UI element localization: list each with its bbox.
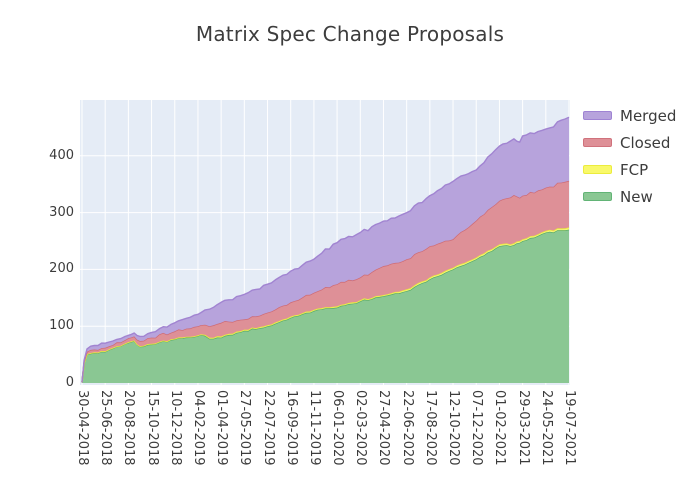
y-tick-label: 200 (49, 261, 74, 277)
legend-item-closed[interactable]: Closed (583, 133, 676, 152)
y-tick-label: 300 (49, 204, 74, 220)
legend-swatch-merged (583, 111, 612, 120)
x-tick-label: 07-12-2020 (469, 390, 485, 466)
y-tick-label: 100 (49, 318, 74, 334)
x-tick-label: 25-06-2018 (98, 390, 114, 466)
x-tick-label: 22-07-2019 (260, 390, 276, 466)
legend-label: Merged (620, 106, 677, 125)
y-tick-label: 400 (49, 147, 74, 163)
legend-label: New (620, 187, 653, 206)
x-tick-label: 01-04-2019 (214, 390, 230, 466)
legend-item-new[interactable]: New (583, 187, 676, 206)
x-tick-label: 06-01-2020 (330, 390, 346, 466)
x-tick-label: 29-03-2021 (515, 390, 531, 466)
x-tick-label: 04-02-2019 (190, 390, 206, 466)
x-tick-label: 27-04-2020 (376, 390, 392, 466)
legend-swatch-fcp (583, 165, 612, 174)
x-tick-label: 17-08-2020 (422, 390, 438, 466)
x-tick-label: 11-11-2019 (306, 390, 322, 466)
area-closed (82, 180, 569, 383)
x-tick-label: 12-10-2020 (446, 390, 462, 466)
line-merged (81, 116, 570, 383)
x-tick-label: 16-09-2019 (283, 390, 299, 466)
stacked-area-chart[interactable] (80, 100, 570, 385)
plot-area[interactable] (80, 100, 570, 385)
x-tick-label: 10-12-2018 (167, 390, 183, 466)
x-tick-label: 30-04-2018 (75, 390, 90, 466)
x-tick-label: 19-07-2021 (562, 390, 577, 466)
x-tick-label: 24-05-2021 (538, 390, 554, 466)
x-tick-label: 02-03-2020 (353, 390, 369, 466)
legend-label: Closed (620, 133, 671, 152)
x-tick-label: 15-10-2018 (144, 390, 160, 466)
legend-label: FCP (620, 160, 649, 179)
chart-title: Matrix Spec Change Proposals (195, 22, 505, 46)
y-tick-label: 0 (65, 375, 74, 390)
x-tick-label: 01-02-2021 (492, 390, 508, 466)
x-tick-label: 22-06-2020 (399, 390, 415, 466)
legend-item-fcp[interactable]: FCP (583, 160, 676, 179)
legend: Merged Closed FCP New (583, 106, 676, 214)
legend-swatch-new (583, 192, 612, 201)
area-new (82, 229, 569, 383)
legend-swatch-closed (583, 138, 612, 147)
x-tick-label: 20-08-2018 (121, 390, 137, 466)
legend-item-merged[interactable]: Merged (583, 106, 676, 125)
x-tick-label: 27-05-2019 (237, 390, 253, 466)
